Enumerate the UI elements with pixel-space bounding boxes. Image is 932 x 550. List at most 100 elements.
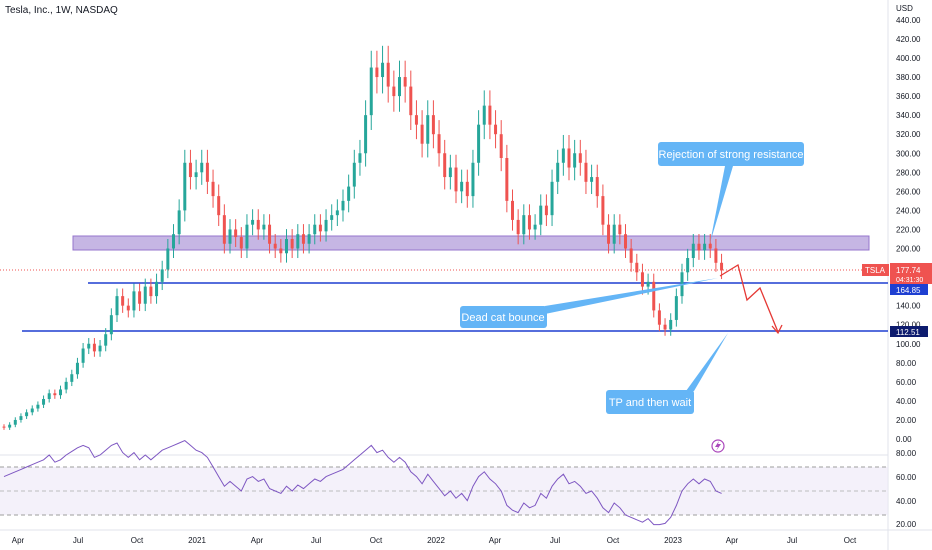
price-pane[interactable] (0, 0, 888, 455)
bounce-callout-label: Dead cat bounce (461, 312, 544, 324)
candle-body (279, 248, 283, 254)
level-164-badge: 164.85 (890, 284, 928, 295)
candle-body (511, 200, 514, 220)
candle-body (414, 115, 418, 125)
time-tick-label: Jul (787, 536, 797, 545)
candle-body (126, 305, 130, 311)
candle-body (64, 381, 68, 390)
price-tick-label: 0.00 (896, 435, 912, 444)
candle-body (652, 281, 656, 311)
ticker-label: TSLA (865, 266, 886, 275)
candle-body (584, 162, 588, 182)
candle-body (522, 215, 526, 235)
candle-body (324, 219, 328, 232)
candle-body (352, 162, 356, 187)
resistance-zone[interactable] (72, 235, 870, 251)
candle-body (121, 296, 125, 306)
candle-body (205, 162, 209, 182)
candle-body (364, 115, 368, 154)
bounce-callout[interactable] (460, 306, 547, 328)
candle-body (369, 67, 373, 116)
candle-body (618, 224, 622, 235)
candle-body (290, 238, 294, 249)
candle-body (381, 62, 385, 78)
candle-body (612, 224, 616, 244)
candle-body (262, 224, 266, 230)
price-tick-label: 360.00 (896, 92, 921, 101)
time-axis[interactable]: Apr Jul Oct 2021 Apr Jul Oct 2022 Apr Jul Oct 2023 A… (12, 536, 857, 545)
price-tick-label: 400.00 (896, 54, 921, 63)
candle-body (155, 281, 159, 297)
time-tick-label: Jul (311, 536, 321, 545)
time-tick-label: Oct (607, 536, 620, 545)
rsi-line (3, 440, 722, 526)
candle-body (601, 196, 605, 225)
time-tick-label: 2021 (188, 536, 206, 545)
candle-body (188, 162, 192, 178)
candle-body (53, 393, 57, 396)
candle-body (663, 324, 667, 330)
candle-body (330, 215, 334, 220)
candle-body (499, 134, 503, 159)
candle-body (443, 153, 447, 178)
candle-body (460, 181, 464, 192)
candle-body (556, 162, 560, 182)
candle-body (115, 296, 119, 316)
resistance-callout[interactable] (658, 142, 804, 166)
chart-title: Tesla, Inc., 1W, NASDAQ (5, 5, 118, 16)
candle-body (714, 248, 718, 263)
candle-body (686, 258, 690, 273)
price-tick-label: 100.00 (896, 340, 921, 349)
target-callout[interactable] (606, 390, 694, 414)
candle-body (420, 124, 424, 144)
candle-body (539, 205, 543, 225)
candle-body (160, 269, 164, 282)
price-tick-label: 80.00 (896, 359, 917, 368)
candle-body (70, 374, 74, 382)
candle-body (217, 196, 221, 216)
target-callout-label: TP and then wait (609, 397, 691, 409)
candle-body (143, 286, 147, 304)
candle-body (109, 315, 113, 335)
price-tick-label: 120.00 (896, 321, 921, 330)
time-tick-label: Apr (12, 536, 25, 545)
candle-body (392, 86, 396, 97)
level-164-value: 164.85 (896, 286, 921, 295)
candle-body (149, 286, 153, 297)
candle-body (285, 238, 288, 254)
candle-body (211, 181, 215, 197)
candle-body (335, 210, 339, 216)
candle-body (81, 348, 85, 363)
candle-body (426, 115, 430, 144)
time-tick-label: Jul (550, 536, 560, 545)
time-tick-label: 2022 (427, 536, 445, 545)
price-tick-label: 440.00 (896, 16, 921, 25)
projection-arrowhead (771, 324, 783, 335)
candle-body (98, 345, 102, 352)
candle-body (590, 177, 594, 182)
candle-body (245, 224, 249, 249)
candle-body (172, 234, 175, 249)
candle-body (47, 393, 51, 399)
candle-body (691, 243, 695, 259)
candle-body (132, 291, 136, 311)
time-tick-label: Oct (370, 536, 383, 545)
candle-body (166, 248, 170, 270)
candle-body (454, 167, 458, 192)
candle-body (296, 234, 300, 249)
rsi-tick-label: 20.00 (896, 520, 917, 529)
candle-body (358, 153, 362, 163)
price-tick-label: 300.00 (896, 149, 921, 158)
candle-body (341, 200, 345, 211)
candle-body (375, 67, 379, 78)
candle-body (516, 219, 520, 235)
candle-body (13, 419, 17, 425)
candle-body (403, 77, 407, 87)
candle-body (465, 181, 469, 197)
event-icon[interactable] (711, 439, 725, 453)
time-tick-label: 2023 (664, 536, 682, 545)
price-axis[interactable]: 440.00 420.00 400.00 380.00 360.00 340.00 320.… (896, 16, 921, 444)
candle-body (273, 243, 277, 249)
candle-body (674, 296, 678, 320)
